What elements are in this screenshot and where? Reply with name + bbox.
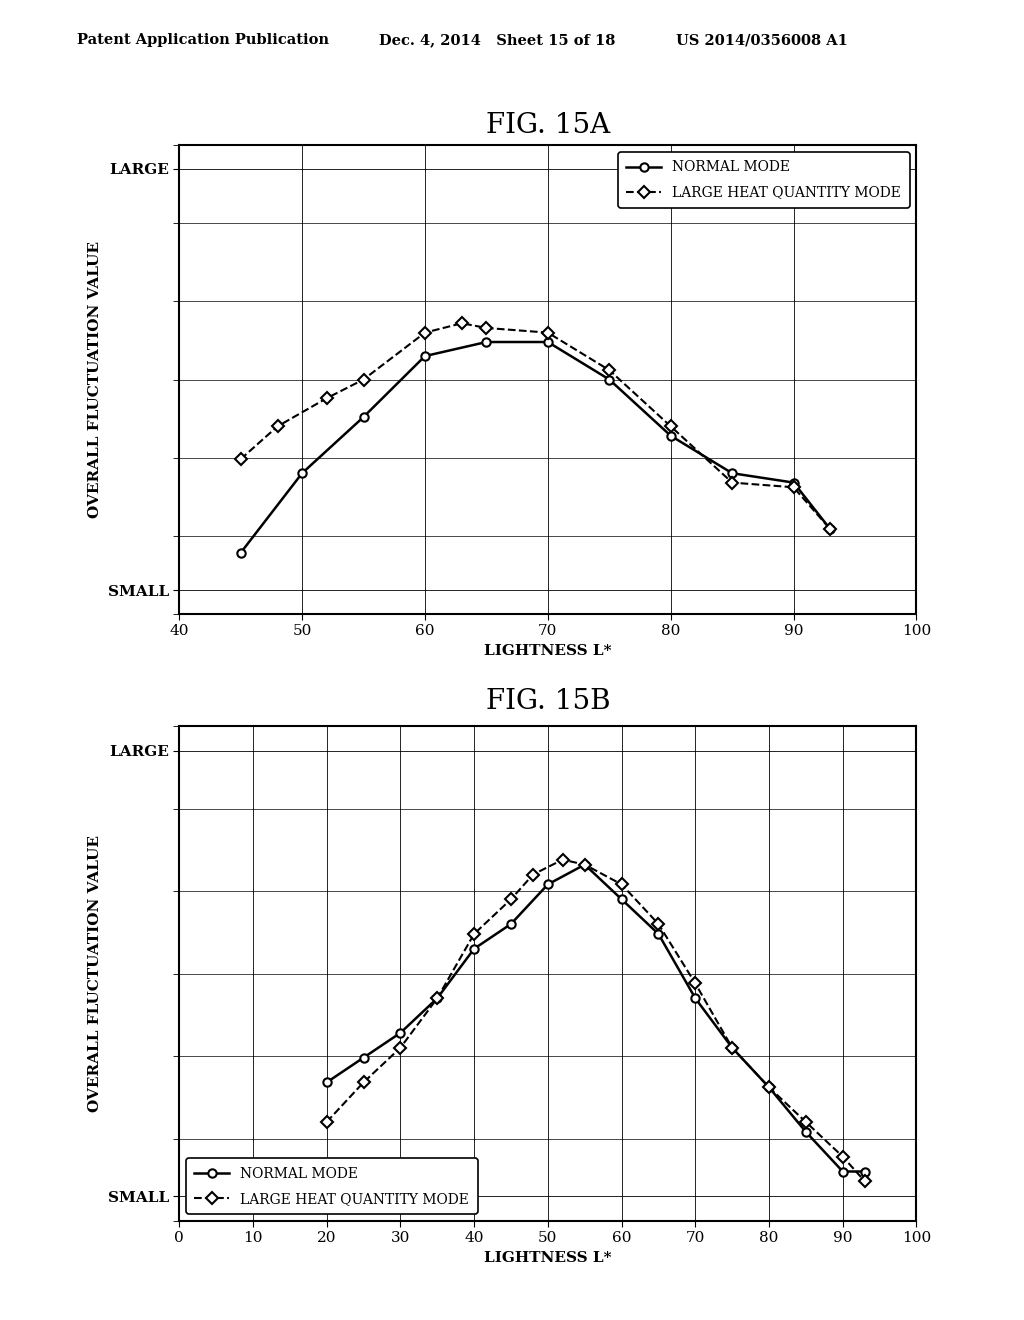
LARGE HEAT QUANTITY MODE [859,1173,871,1189]
NORMAL MODE [542,334,554,350]
NORMAL MODE [321,1074,333,1090]
Line: NORMAL MODE: NORMAL MODE [323,861,869,1176]
LARGE HEAT QUANTITY MODE [726,1040,738,1056]
NORMAL MODE [859,1164,871,1180]
X-axis label: LIGHTNESS L*: LIGHTNESS L* [484,644,611,657]
Text: US 2014/0356008 A1: US 2014/0356008 A1 [676,33,848,48]
LARGE HEAT QUANTITY MODE [824,521,837,537]
LARGE HEAT QUANTITY MODE [357,372,370,388]
NORMAL MODE [824,521,837,537]
LARGE HEAT QUANTITY MODE [615,876,628,892]
Text: FIG. 15A: FIG. 15A [485,112,610,139]
NORMAL MODE [615,891,628,907]
NORMAL MODE [431,990,443,1006]
Y-axis label: OVERALL FLUCTUATION VALUE: OVERALL FLUCTUATION VALUE [88,242,102,517]
NORMAL MODE [357,409,370,425]
NORMAL MODE [505,916,517,932]
NORMAL MODE [234,545,247,561]
Line: NORMAL MODE: NORMAL MODE [237,338,835,557]
LARGE HEAT QUANTITY MODE [579,857,591,873]
LARGE HEAT QUANTITY MODE [689,975,701,991]
LARGE HEAT QUANTITY MODE [357,1074,370,1090]
LARGE HEAT QUANTITY MODE [726,475,738,491]
LARGE HEAT QUANTITY MODE [787,479,800,495]
NORMAL MODE [726,1040,738,1056]
LARGE HEAT QUANTITY MODE [652,916,665,932]
LARGE HEAT QUANTITY MODE [419,325,431,341]
Text: Dec. 4, 2014   Sheet 15 of 18: Dec. 4, 2014 Sheet 15 of 18 [379,33,615,48]
NORMAL MODE [357,1049,370,1065]
NORMAL MODE [468,941,480,957]
LARGE HEAT QUANTITY MODE [542,325,554,341]
LARGE HEAT QUANTITY MODE [763,1080,775,1096]
NORMAL MODE [726,466,738,482]
Text: FIG. 15B: FIG. 15B [485,689,610,715]
LARGE HEAT QUANTITY MODE [800,1114,812,1130]
LARGE HEAT QUANTITY MODE [271,418,284,434]
NORMAL MODE [296,466,308,482]
Line: LARGE HEAT QUANTITY MODE: LARGE HEAT QUANTITY MODE [323,855,869,1185]
LARGE HEAT QUANTITY MODE [505,891,517,907]
NORMAL MODE [394,1024,407,1040]
LARGE HEAT QUANTITY MODE [603,362,615,378]
NORMAL MODE [689,990,701,1006]
LARGE HEAT QUANTITY MODE [468,927,480,942]
NORMAL MODE [419,348,431,364]
LARGE HEAT QUANTITY MODE [234,451,247,467]
NORMAL MODE [542,876,554,892]
LARGE HEAT QUANTITY MODE [456,315,468,331]
LARGE HEAT QUANTITY MODE [431,990,443,1006]
LARGE HEAT QUANTITY MODE [837,1148,849,1164]
Y-axis label: OVERALL FLUCTUATION VALUE: OVERALL FLUCTUATION VALUE [88,836,102,1111]
Text: Patent Application Publication: Patent Application Publication [77,33,329,48]
LARGE HEAT QUANTITY MODE [480,319,493,335]
LARGE HEAT QUANTITY MODE [527,866,540,882]
NORMAL MODE [603,372,615,388]
NORMAL MODE [579,857,591,873]
LARGE HEAT QUANTITY MODE [321,1114,333,1130]
NORMAL MODE [837,1164,849,1180]
NORMAL MODE [787,475,800,491]
LARGE HEAT QUANTITY MODE [556,851,568,867]
NORMAL MODE [480,334,493,350]
NORMAL MODE [652,927,665,942]
Legend: NORMAL MODE, LARGE HEAT QUANTITY MODE: NORMAL MODE, LARGE HEAT QUANTITY MODE [186,1158,477,1214]
NORMAL MODE [665,428,677,444]
Legend: NORMAL MODE, LARGE HEAT QUANTITY MODE: NORMAL MODE, LARGE HEAT QUANTITY MODE [618,152,909,209]
LARGE HEAT QUANTITY MODE [665,418,677,434]
NORMAL MODE [763,1080,775,1096]
LARGE HEAT QUANTITY MODE [394,1040,407,1056]
Line: LARGE HEAT QUANTITY MODE: LARGE HEAT QUANTITY MODE [237,319,835,533]
NORMAL MODE [800,1125,812,1140]
X-axis label: LIGHTNESS L*: LIGHTNESS L* [484,1251,611,1265]
LARGE HEAT QUANTITY MODE [321,391,333,407]
